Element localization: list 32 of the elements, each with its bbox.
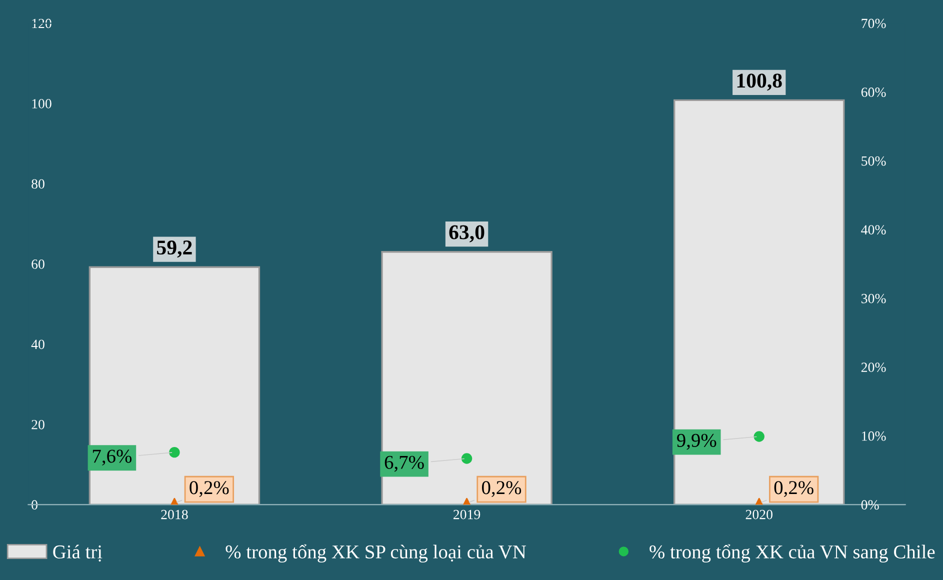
y-tick-label: 20 [32, 420, 44, 430]
data-label: 7,6% [92, 450, 132, 466]
y2-tick-label: 0% [861, 500, 879, 510]
data-label: 0,2% [774, 481, 814, 497]
y2-tick-label: 70% [862, 18, 886, 28]
y2-tick-label: 50% [862, 156, 886, 166]
y-tick-label: 100 [32, 99, 52, 108]
legend-label: Giá trị [53, 544, 102, 562]
bar [88, 266, 260, 505]
bar [381, 251, 552, 505]
legend-label: % trong tổng XK SP cùng loại của VN [226, 544, 526, 562]
bar [674, 99, 845, 505]
x-tick-label: 2020 [746, 510, 772, 520]
x-tick-label: 2018 [161, 510, 188, 520]
data-label: 63,0 [449, 225, 484, 242]
y-tick-label: 120 [32, 18, 52, 28]
x-tick-label: 2019 [454, 510, 480, 520]
data-label: 9,9% [676, 434, 716, 450]
y2-tick-label: 30% [862, 294, 886, 304]
y-tick-label: 40 [31, 340, 44, 350]
y-tick-label: 80 [32, 179, 44, 189]
data-label: 0,2% [482, 481, 522, 497]
data-label: 100,8 [737, 74, 782, 91]
y2-tick-label: 20% [861, 362, 886, 372]
y-tick-label: 60 [32, 259, 44, 269]
y2-tick-label: 40% [861, 225, 886, 235]
data-label: 59,2 [157, 240, 192, 258]
data-label: 0,2% [190, 481, 229, 497]
y2-tick-label: 10% [862, 431, 886, 441]
data-label: 6,7% [384, 456, 424, 472]
y2-tick-label: 60% [861, 88, 886, 97]
legend-label: % trong tổng XK của VN sang Chile [650, 544, 935, 562]
